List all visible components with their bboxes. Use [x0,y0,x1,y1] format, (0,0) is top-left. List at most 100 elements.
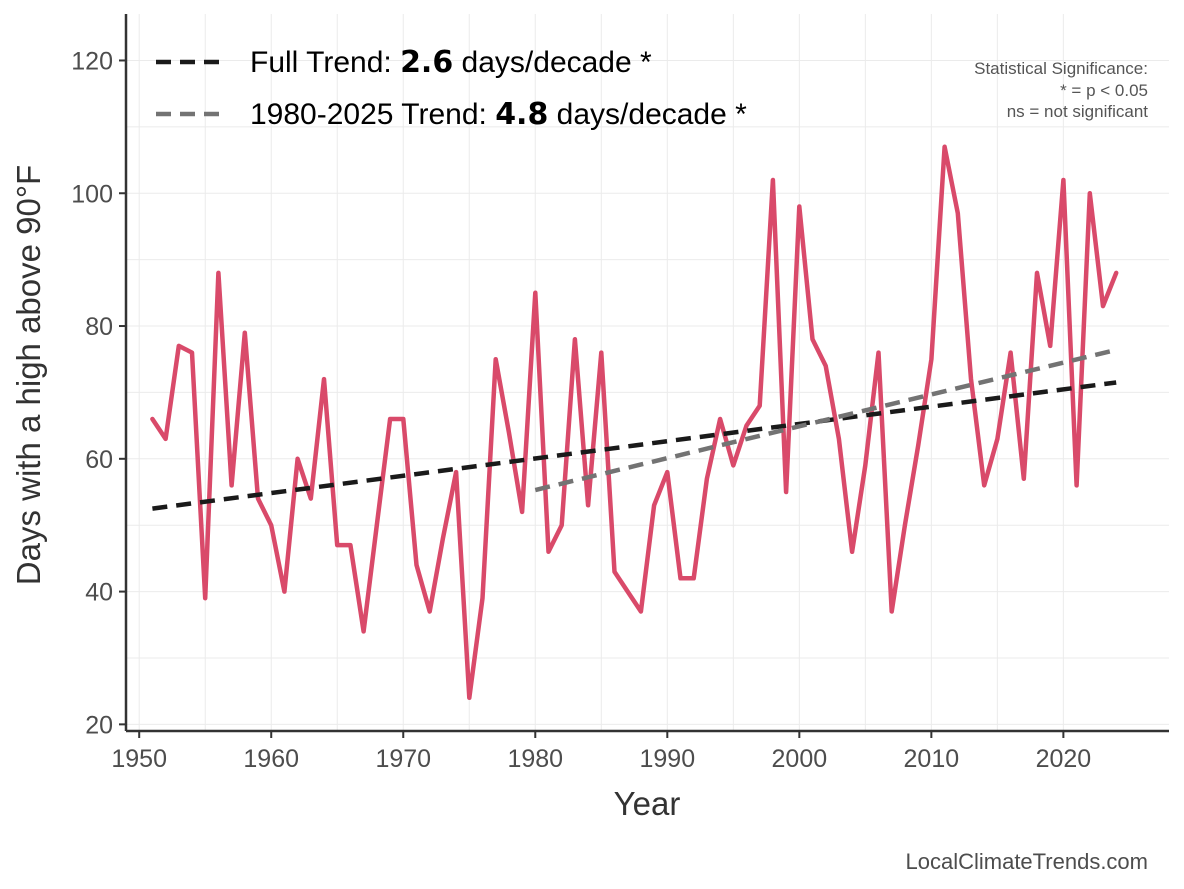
data-point [216,271,220,275]
data-point [850,550,854,554]
x-tick-label: 1960 [243,745,299,773]
data-point [229,483,233,487]
data-point [559,523,563,527]
data-point [1114,271,1118,275]
data-point [863,463,867,467]
data-point [903,523,907,527]
legend-label-full-trend: Full Trend: 2.6 days/decade * [250,45,652,80]
data-point [956,211,960,215]
data-point [1022,477,1026,481]
data-point [533,291,537,295]
data-point [441,536,445,540]
data-point [295,457,299,461]
data-point [890,609,894,613]
data-point [1048,344,1052,348]
x-tick-label: 1970 [375,745,431,773]
legend-trend-rate: 4.8 [495,97,548,132]
data-point [1101,304,1105,308]
data-point [322,377,326,381]
data-point [150,417,154,421]
data-point [1008,350,1012,354]
data-point [573,337,577,341]
y-axis-title: Days with a high above 90°F [10,165,47,585]
data-point [269,523,273,527]
significance-threshold: * = p < 0.05 [1060,81,1148,100]
grid-layer [126,14,1169,731]
data-point [414,563,418,567]
data-point [692,576,696,580]
data-point [388,417,392,421]
data-point [335,543,339,547]
data-point [995,437,999,441]
data-point [824,364,828,368]
y-tick-label: 20 [85,711,113,739]
x-axis-title: Year [614,785,681,822]
significance-ns: ns = not significant [1007,102,1149,121]
data-point [705,477,709,481]
data-point [837,437,841,441]
recent-trend-line [534,347,1117,493]
data-point [758,403,762,407]
axis-layer: 20 40 60 80 100 120 1950 1960 1970 1980 1990 2000 20… [71,14,1169,773]
data-point [375,523,379,527]
data-point [771,178,775,182]
data-point [546,550,550,554]
data-point [810,337,814,341]
data-point [916,443,920,447]
x-tick-label: 2010 [904,745,960,773]
data-point [177,344,181,348]
data-point [480,596,484,600]
legend-trend-rate: 2.6 [400,45,453,80]
y-tick-label: 100 [71,180,113,208]
y-tick-label: 40 [85,579,113,607]
data-point [784,490,788,494]
data-point [599,350,603,354]
source-credit: LocalClimateTrends.com [906,849,1149,874]
data-point [203,596,207,600]
data-point [929,357,933,361]
x-tick-label: 1950 [111,745,167,773]
data-point [520,510,524,514]
data-point [639,609,643,613]
y-tick-label: 120 [71,47,113,75]
y-tick-label: 60 [85,446,113,474]
data-point [652,503,656,507]
data-point [797,204,801,208]
data-point [665,470,669,474]
series-line-days-above-90f [150,144,1119,701]
legend-label-prefix: 1980-2025 Trend: [250,98,495,131]
legend-label-recent-trend: 1980-2025 Trend: 4.8 days/decade * [250,97,747,132]
data-point [718,417,722,421]
data-point [1088,191,1092,195]
data-point [586,503,590,507]
data-point [1074,483,1078,487]
data-point [243,330,247,334]
data-point [982,483,986,487]
data-point [282,589,286,593]
data-point [427,609,431,613]
data-point [493,357,497,361]
full-trend-line [152,380,1117,511]
data-point [612,569,616,573]
data-point [744,423,748,427]
data-point [625,589,629,593]
y-tick-label: 80 [85,313,113,341]
data-point [190,350,194,354]
legend-label-suffix: days/decade * [548,98,747,131]
data-point [454,470,458,474]
data-point [731,463,735,467]
x-tick-label: 2020 [1036,745,1092,773]
legend-label-prefix: Full Trend: [250,46,400,79]
data-point [1035,271,1039,275]
data-point [1061,178,1065,182]
data-point [401,417,405,421]
data-point [348,543,352,547]
data-point [361,629,365,633]
legend: Full Trend: 2.6 days/decade *1980-2025 T… [156,45,747,132]
x-tick-label: 2000 [772,745,828,773]
data-point [467,696,471,700]
data-point [969,377,973,381]
significance-title: Statistical Significance: [974,59,1148,78]
